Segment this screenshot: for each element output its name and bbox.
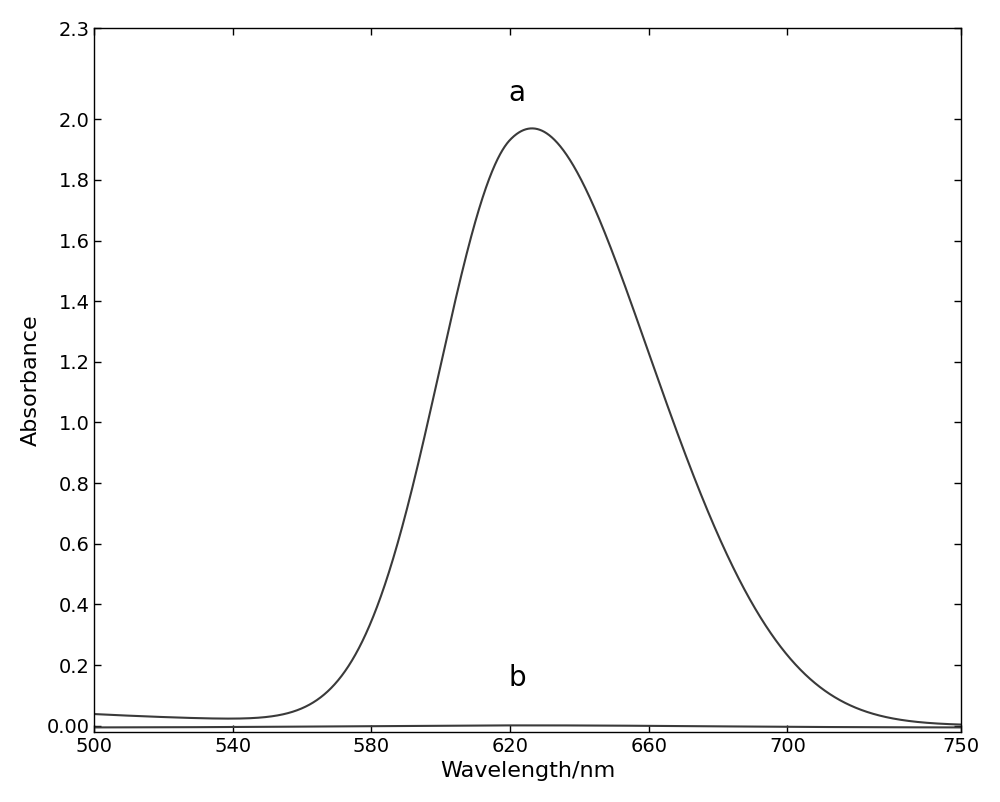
Text: a: a bbox=[509, 79, 526, 107]
X-axis label: Wavelength/nm: Wavelength/nm bbox=[440, 761, 615, 781]
Y-axis label: Absorbance: Absorbance bbox=[21, 314, 41, 446]
Text: b: b bbox=[508, 664, 526, 692]
